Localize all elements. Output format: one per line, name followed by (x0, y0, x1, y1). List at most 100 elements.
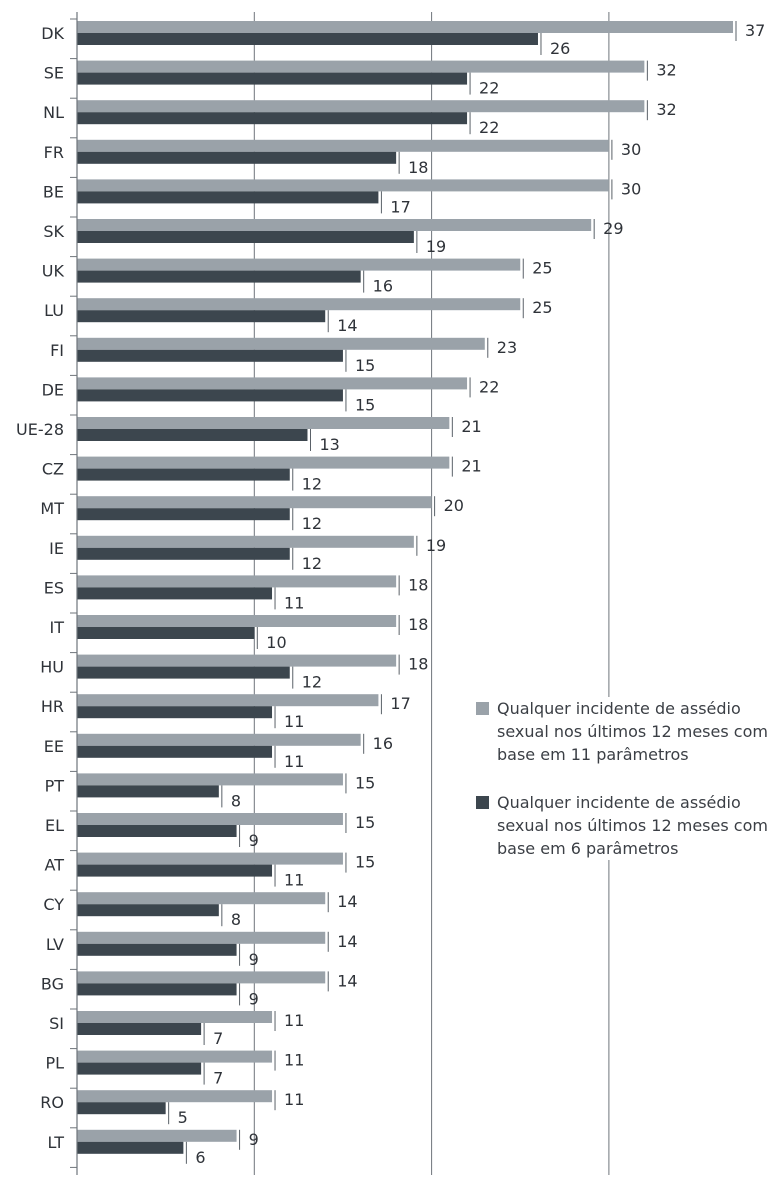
value-label-dark-FR: 18 (408, 158, 428, 177)
category-label-RO: RO (40, 1093, 64, 1112)
value-label-light-SI: 11 (284, 1011, 304, 1030)
value-label-light-CY: 14 (337, 892, 357, 911)
bar-dark-HU (77, 666, 290, 679)
category-label-LT: LT (48, 1133, 65, 1152)
bar-dark-SI (77, 1023, 202, 1035)
category-label-PL: PL (45, 1054, 64, 1073)
value-label-light-PL: 11 (284, 1051, 304, 1070)
bar-dark-ES (77, 587, 273, 600)
legend-label-11-parametros: Qualquer incidente de assédio sexual nos… (497, 699, 768, 764)
value-label-dark-SK: 19 (426, 237, 446, 256)
value-label-light-IE: 19 (426, 536, 446, 555)
bar-light-RO (77, 1090, 273, 1103)
category-label-EE: EE (44, 737, 64, 756)
value-label-light-EL: 15 (355, 813, 375, 832)
bar-light-IT (77, 615, 397, 627)
value-label-light-DK: 37 (745, 21, 765, 40)
category-axis: DK SE NL FR BE SK UK LU FI DE UE-28 CZ MT IE ES IT HU HR E… (16, 12, 78, 1175)
bar-dark-PT (77, 785, 219, 798)
bar-light-UE-28 (77, 417, 450, 429)
category-label-LV: LV (46, 935, 64, 954)
value-label-dark-DK: 26 (550, 39, 570, 58)
category-label-FI: FI (50, 341, 64, 360)
bar-light-SE (77, 60, 645, 73)
bar-dark-EL (77, 825, 237, 837)
value-label-light-UK: 25 (532, 259, 552, 278)
bar-dark-CY (77, 904, 219, 917)
value-label-light-MT: 20 (444, 496, 464, 515)
value-label-light-NL: 32 (656, 100, 676, 119)
legend-swatch-dark (476, 796, 489, 809)
value-label-light-SK: 29 (603, 219, 623, 238)
category-label-LU: LU (44, 301, 64, 320)
value-label-dark-EL: 9 (249, 831, 259, 850)
category-label-ES: ES (44, 578, 64, 597)
value-label-light-EE: 16 (373, 734, 393, 753)
value-label-light-LT: 9 (249, 1130, 259, 1149)
bar-dark-HR (77, 706, 273, 719)
category-label-IE: IE (49, 539, 64, 558)
value-label-dark-LU: 14 (337, 316, 357, 335)
bar-dark-NL (77, 112, 468, 125)
bar-light-AT (77, 852, 343, 865)
bar-dark-IT (77, 627, 255, 639)
category-label-CZ: CZ (42, 460, 64, 479)
legend-swatch-light (476, 702, 489, 715)
category-label-BE: BE (43, 182, 64, 201)
category-label-SK: SK (43, 222, 64, 241)
bar-light-MT (77, 496, 432, 509)
bar-light-FR (77, 139, 609, 152)
value-label-light-IT: 18 (408, 615, 428, 634)
category-label-DE: DE (42, 380, 64, 399)
value-label-dark-IE: 12 (302, 554, 322, 573)
bars (77, 21, 734, 1154)
legend-label-6-parametros: Qualquer incidente de assédio sexual nos… (497, 793, 768, 858)
value-label-dark-EE: 11 (284, 752, 304, 771)
category-label-CY: CY (43, 895, 64, 914)
value-label-light-LU: 25 (532, 298, 552, 317)
bar-light-HR (77, 694, 379, 707)
value-label-dark-LV: 9 (249, 950, 259, 969)
value-label-light-ES: 18 (408, 575, 428, 594)
value-label-light-AT: 15 (355, 853, 375, 872)
bar-light-BG (77, 971, 326, 984)
bar-dark-DK (77, 33, 538, 45)
value-label-light-RO: 11 (284, 1090, 304, 1109)
bar-dark-RO (77, 1102, 166, 1115)
bar-light-FI (77, 337, 485, 350)
bar-light-CZ (77, 456, 450, 469)
value-label-light-BG: 14 (337, 971, 357, 990)
value-label-dark-UE-28: 13 (319, 435, 339, 454)
value-label-light-HR: 17 (390, 694, 410, 713)
category-label-MT: MT (40, 499, 64, 518)
value-label-light-PT: 15 (355, 773, 375, 792)
category-label-BG: BG (41, 974, 64, 993)
category-label-HR: HR (41, 697, 64, 716)
bar-light-EE (77, 733, 361, 746)
bar-dark-SK (77, 231, 414, 243)
bar-light-HU (77, 654, 397, 667)
bar-dark-EE (77, 745, 273, 758)
bar-dark-MT (77, 508, 290, 521)
category-label-SI: SI (49, 1014, 64, 1033)
category-label-EL: EL (45, 816, 64, 835)
bar-light-LV (77, 931, 326, 944)
bar-dark-SE (77, 72, 468, 85)
category-label-UK: UK (42, 262, 65, 281)
bar-dark-UK (77, 270, 361, 283)
bar-light-IE (77, 535, 414, 548)
value-label-dark-HR: 11 (284, 712, 304, 731)
value-label-dark-CZ: 12 (302, 475, 322, 494)
value-label-light-LV: 14 (337, 932, 357, 951)
bar-dark-BE (77, 191, 379, 204)
bar-dark-LV (77, 943, 237, 956)
bar-light-BE (77, 179, 609, 192)
labels: 37 26 32 22 32 22 30 18 30 17 29 19 25 16 25 14 23 15 22 15… (168, 21, 765, 1167)
value-label-light-FI: 23 (497, 338, 517, 357)
value-label-light-FR: 30 (621, 140, 641, 159)
value-label-dark-SE: 22 (479, 79, 499, 98)
category-label-UE-28: UE-28 (16, 420, 64, 439)
value-label-dark-BE: 17 (390, 197, 410, 216)
value-label-dark-RO: 5 (178, 1108, 188, 1127)
